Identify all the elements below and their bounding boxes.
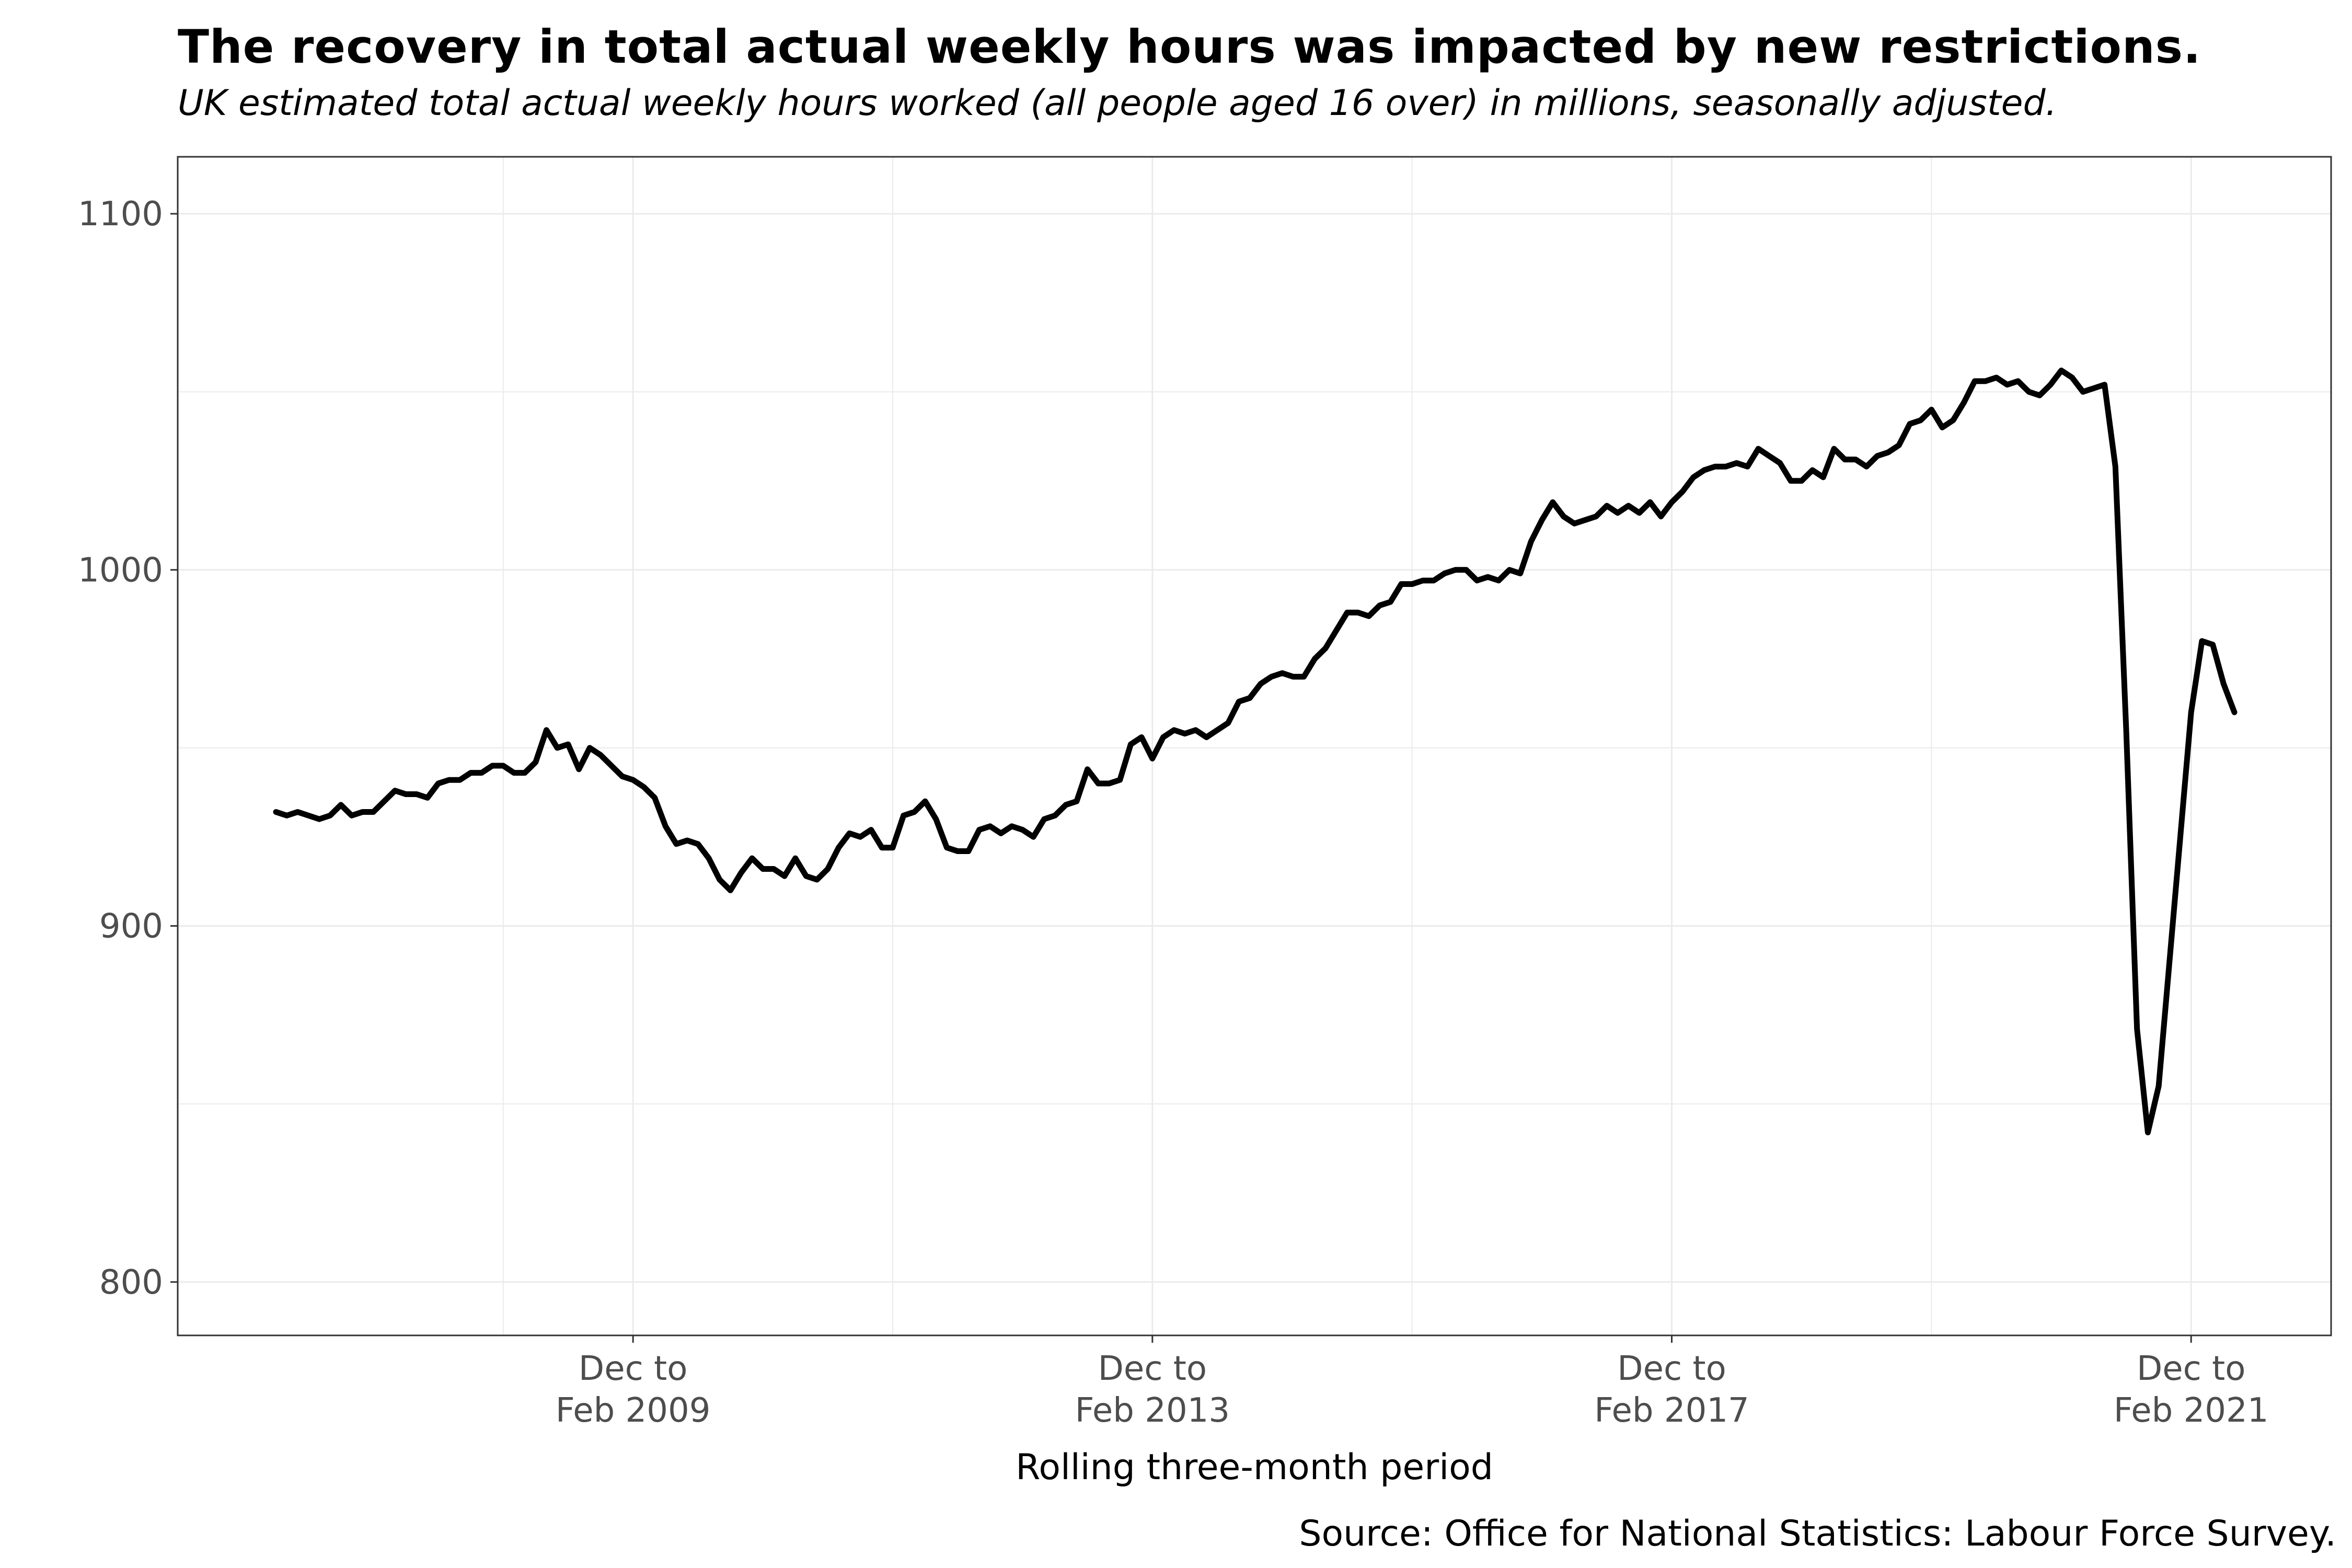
series-layer [273,367,2238,1136]
chart-title: The recovery in total actual weekly hour… [178,20,2201,74]
x-tick-label-line2: Feb 2009 [556,1391,711,1430]
grid-layer [178,157,2331,1335]
x-tick-label-line2: Feb 2017 [1594,1391,1749,1430]
x-tick-label-line1: Dec to [579,1350,687,1388]
x-tick-label-line2: Feb 2021 [2114,1391,2269,1430]
y-tick-label: 1000 [78,551,163,590]
x-axis-title: Rolling three-month period [1016,1447,1493,1488]
source-note: Source: Office for National Statistics: … [1299,1513,2336,1554]
series-line [273,367,2238,1136]
panel-border [177,156,2332,1336]
y-tick-label: 800 [99,1263,163,1302]
x-tick-label-line2: Feb 2013 [1075,1391,1230,1430]
x-tick-label-line1: Dec to [1098,1350,1207,1388]
x-tick-label-line1: Dec to [1617,1350,1726,1388]
y-axis: 800 900 1000 1100 [78,195,178,1302]
chart-subtitle: UK estimated total actual weekly hours w… [178,83,2057,124]
y-tick-label: 1100 [78,195,163,234]
y-tick-label: 900 [99,907,163,946]
x-tick-label-line1: Dec to [2137,1350,2245,1388]
